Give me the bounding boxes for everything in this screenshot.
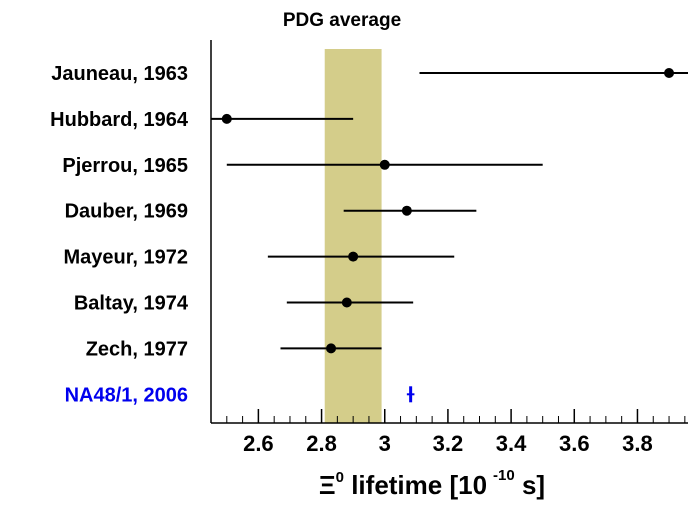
x-tick-label: 3 <box>379 431 391 456</box>
x-axis-title-text: lifetime [10 <box>344 470 487 500</box>
x-tick-label: 2.6 <box>243 431 274 456</box>
measurement-label: Mayeur, 1972 <box>63 247 188 269</box>
measurement-point <box>401 205 412 216</box>
x-axis-exponent: -10 <box>493 467 515 484</box>
x-tick-label: 3.2 <box>433 431 464 456</box>
x-tick-label: 2.8 <box>306 431 337 456</box>
chart-title: PDG average <box>283 10 401 31</box>
measurement-label: Zech, 1977 <box>86 338 188 360</box>
measurement-labels: Jauneau, 1963 Hubbard, 1964 Pjerrou, 1965 D… <box>50 63 189 406</box>
measurement-label: Dauber, 1969 <box>65 201 188 223</box>
measurement-label: Jauneau, 1963 <box>51 63 188 85</box>
measurement-point <box>379 159 390 170</box>
xi-superscript: 0 <box>336 469 344 486</box>
measurement-point <box>348 251 359 262</box>
measurement-label: Hubbard, 1964 <box>50 109 189 131</box>
pdg-average-band <box>324 49 382 423</box>
x-axis-title: Ξ0 lifetime [10 -10 s] <box>319 467 545 500</box>
measurement-point <box>664 68 675 78</box>
measurement-point <box>326 343 337 354</box>
xi-symbol: Ξ <box>319 470 336 500</box>
measurement-label: Baltay, 1974 <box>74 293 189 315</box>
plot-area <box>211 49 688 423</box>
x-tick-label: 3.6 <box>559 431 590 456</box>
x-tick-label: 3.4 <box>496 431 527 456</box>
x-axis-unit: s] <box>515 470 545 500</box>
measurement-point <box>341 297 352 308</box>
measurement-label: NA48/1, 2006 <box>65 384 188 406</box>
x-tick-label: 3.8 <box>622 431 653 456</box>
x-axis: 2.6 2.8 3 3.2 3.4 3.6 3.8 <box>210 40 688 456</box>
measurement-point <box>221 113 232 124</box>
measurement-label: Pjerrou, 1965 <box>62 155 188 177</box>
